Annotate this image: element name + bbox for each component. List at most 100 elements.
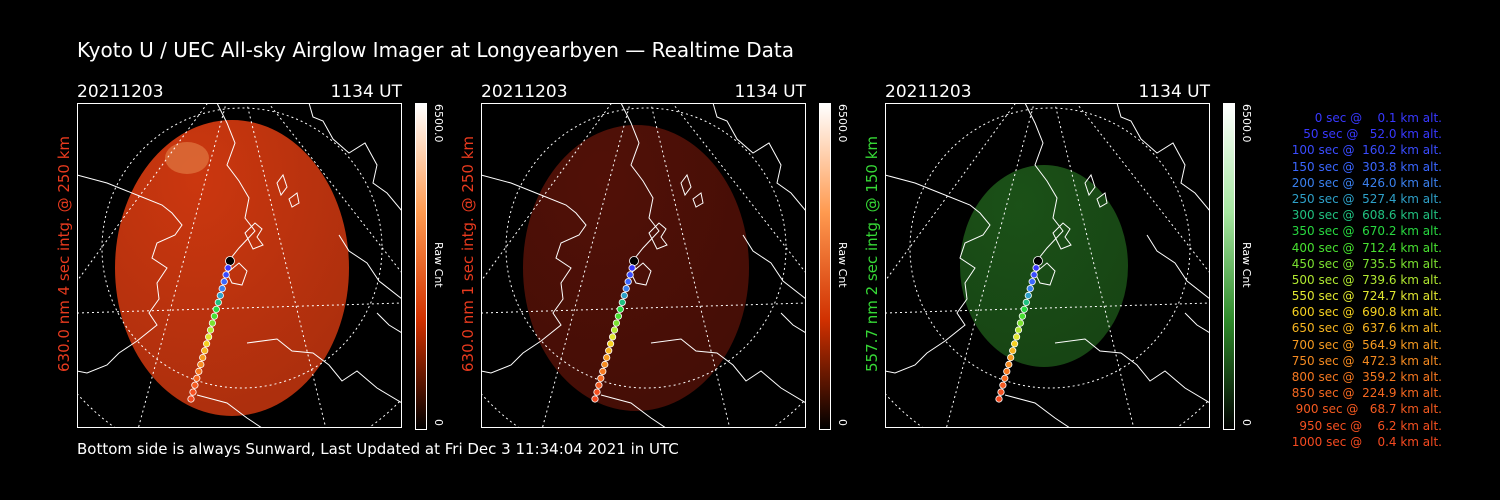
colorbar bbox=[1223, 103, 1235, 430]
trajectory-point bbox=[1005, 360, 1013, 369]
colorbar-min-label: 0 bbox=[1240, 419, 1253, 426]
panel-date: 20211203 bbox=[885, 82, 972, 102]
legend-row: 350 sec @ 670.2 km alt. bbox=[1291, 224, 1442, 239]
panel-time: 1134 UT bbox=[1138, 82, 1211, 102]
trajectory-point bbox=[595, 381, 603, 389]
trajectory-point bbox=[628, 264, 636, 272]
trajectory-point bbox=[629, 256, 639, 266]
trajectory-point bbox=[605, 347, 613, 355]
trajectory-point bbox=[995, 395, 1003, 403]
allsky-image-panel bbox=[77, 103, 402, 428]
airglow-image bbox=[523, 125, 749, 411]
rocket-trajectory bbox=[187, 256, 235, 403]
trajectory-point bbox=[1032, 264, 1040, 272]
legend-row: 250 sec @ 527.4 km alt. bbox=[1291, 191, 1442, 206]
trajectory-point bbox=[1028, 278, 1036, 286]
trajectory-point bbox=[197, 360, 205, 369]
panel-date: 20211203 bbox=[77, 82, 164, 102]
colorbar-unit-label: Raw Cnt bbox=[836, 242, 849, 288]
page-title: Kyoto U / UEC All-sky Airglow Imager at … bbox=[77, 38, 794, 62]
trajectory-point bbox=[999, 381, 1007, 389]
trajectory-point bbox=[203, 340, 211, 348]
trajectory-point bbox=[614, 312, 622, 320]
trajectory-point bbox=[210, 312, 218, 320]
trajectory-point bbox=[593, 388, 601, 396]
footer-status: Bottom side is always Sunward, Last Upda… bbox=[77, 440, 679, 458]
trajectory-point bbox=[1001, 374, 1009, 382]
trajectory-point bbox=[195, 367, 203, 375]
trajectory-point bbox=[997, 388, 1005, 396]
legend-row: 450 sec @ 735.5 km alt. bbox=[1291, 256, 1442, 271]
trajectory-point bbox=[208, 319, 216, 327]
panel-time: 1134 UT bbox=[330, 82, 403, 102]
rocket-trajectory bbox=[591, 256, 639, 403]
legend-row: 650 sec @ 637.6 km alt. bbox=[1291, 321, 1442, 336]
colorbar-max-label: 6500.0 bbox=[836, 104, 849, 143]
trajectory-point bbox=[612, 319, 620, 327]
panel-wavelength-label: 630.0 nm 1 sec intg. @ 250 km bbox=[459, 135, 477, 372]
colorbar-unit-label: Raw Cnt bbox=[1240, 242, 1253, 288]
legend-row: 850 sec @ 224.9 km alt. bbox=[1291, 386, 1442, 401]
colorbar bbox=[819, 103, 831, 430]
panel-wavelength-label: 557.7 nm 2 sec intg. @ 150 km bbox=[863, 135, 881, 372]
colorbar-min-label: 0 bbox=[836, 419, 849, 426]
trajectory-point bbox=[1024, 291, 1032, 300]
panel-time: 1134 UT bbox=[734, 82, 807, 102]
trajectory-point bbox=[1033, 256, 1043, 266]
trajectory-point bbox=[620, 291, 628, 300]
trajectory-point bbox=[1007, 354, 1015, 362]
trajectory-point bbox=[607, 340, 615, 348]
trajectory-legend: 0 sec @ 0.1 km alt. 50 sec @ 52.0 km alt.… bbox=[1262, 110, 1442, 450]
legend-row: 100 sec @ 160.2 km alt. bbox=[1291, 143, 1442, 158]
trajectory-point bbox=[1003, 367, 1011, 375]
legend-row: 550 sec @ 724.7 km alt. bbox=[1291, 289, 1442, 304]
colorbar-min-label: 0 bbox=[432, 419, 445, 426]
allsky-image-panel bbox=[481, 103, 806, 428]
legend-row: 750 sec @ 472.3 km alt. bbox=[1291, 353, 1442, 368]
trajectory-point bbox=[1022, 298, 1030, 306]
trajectory-point bbox=[1014, 326, 1023, 334]
trajectory-point bbox=[626, 271, 634, 279]
trajectory-point bbox=[225, 256, 235, 266]
latlon-grid bbox=[885, 103, 1210, 428]
trajectory-point bbox=[191, 381, 199, 389]
trajectory-point bbox=[1018, 312, 1026, 320]
trajectory-point bbox=[599, 367, 607, 375]
trajectory-point bbox=[187, 395, 195, 403]
trajectory-point bbox=[601, 360, 609, 369]
coastline-map bbox=[481, 103, 806, 428]
legend-row: 200 sec @ 426.0 km alt. bbox=[1291, 175, 1442, 190]
airglow-image bbox=[115, 120, 349, 416]
trajectory-point bbox=[1026, 285, 1034, 293]
trajectory-point bbox=[1011, 340, 1019, 348]
trajectory-point bbox=[193, 374, 201, 382]
legend-row: 700 sec @ 564.9 km alt. bbox=[1291, 337, 1442, 352]
legend-row: 300 sec @ 608.6 km alt. bbox=[1291, 208, 1442, 223]
allsky-image-panel bbox=[885, 103, 1210, 428]
trajectory-point bbox=[218, 285, 226, 293]
latlon-grid bbox=[481, 103, 806, 428]
colorbar bbox=[415, 103, 427, 430]
trajectory-point bbox=[618, 298, 626, 306]
trajectory-point bbox=[1016, 319, 1024, 327]
legend-row: 150 sec @ 303.8 km alt. bbox=[1291, 159, 1442, 174]
panel-wavelength-label: 630.0 nm 4 sec intg. @ 250 km bbox=[55, 135, 73, 372]
coastline-map bbox=[885, 103, 1210, 428]
legend-row: 600 sec @ 690.8 km alt. bbox=[1291, 305, 1442, 320]
latlon-grid bbox=[77, 103, 402, 428]
trajectory-point bbox=[610, 326, 619, 334]
trajectory-point bbox=[1020, 305, 1028, 313]
trajectory-point bbox=[609, 333, 617, 341]
trajectory-point bbox=[616, 305, 624, 313]
trajectory-point bbox=[224, 264, 232, 272]
trajectory-point bbox=[205, 333, 213, 341]
legend-row: 500 sec @ 739.6 km alt. bbox=[1291, 272, 1442, 287]
trajectory-point bbox=[206, 326, 215, 334]
panel-frame bbox=[885, 103, 1210, 428]
bright-patch bbox=[165, 142, 209, 174]
legend-row: 900 sec @ 68.7 km alt. bbox=[1295, 402, 1442, 417]
panel-frame bbox=[481, 103, 806, 428]
rocket-trajectory bbox=[995, 256, 1043, 403]
trajectory-point bbox=[222, 271, 230, 279]
legend-row: 950 sec @ 6.2 km alt. bbox=[1299, 418, 1442, 433]
